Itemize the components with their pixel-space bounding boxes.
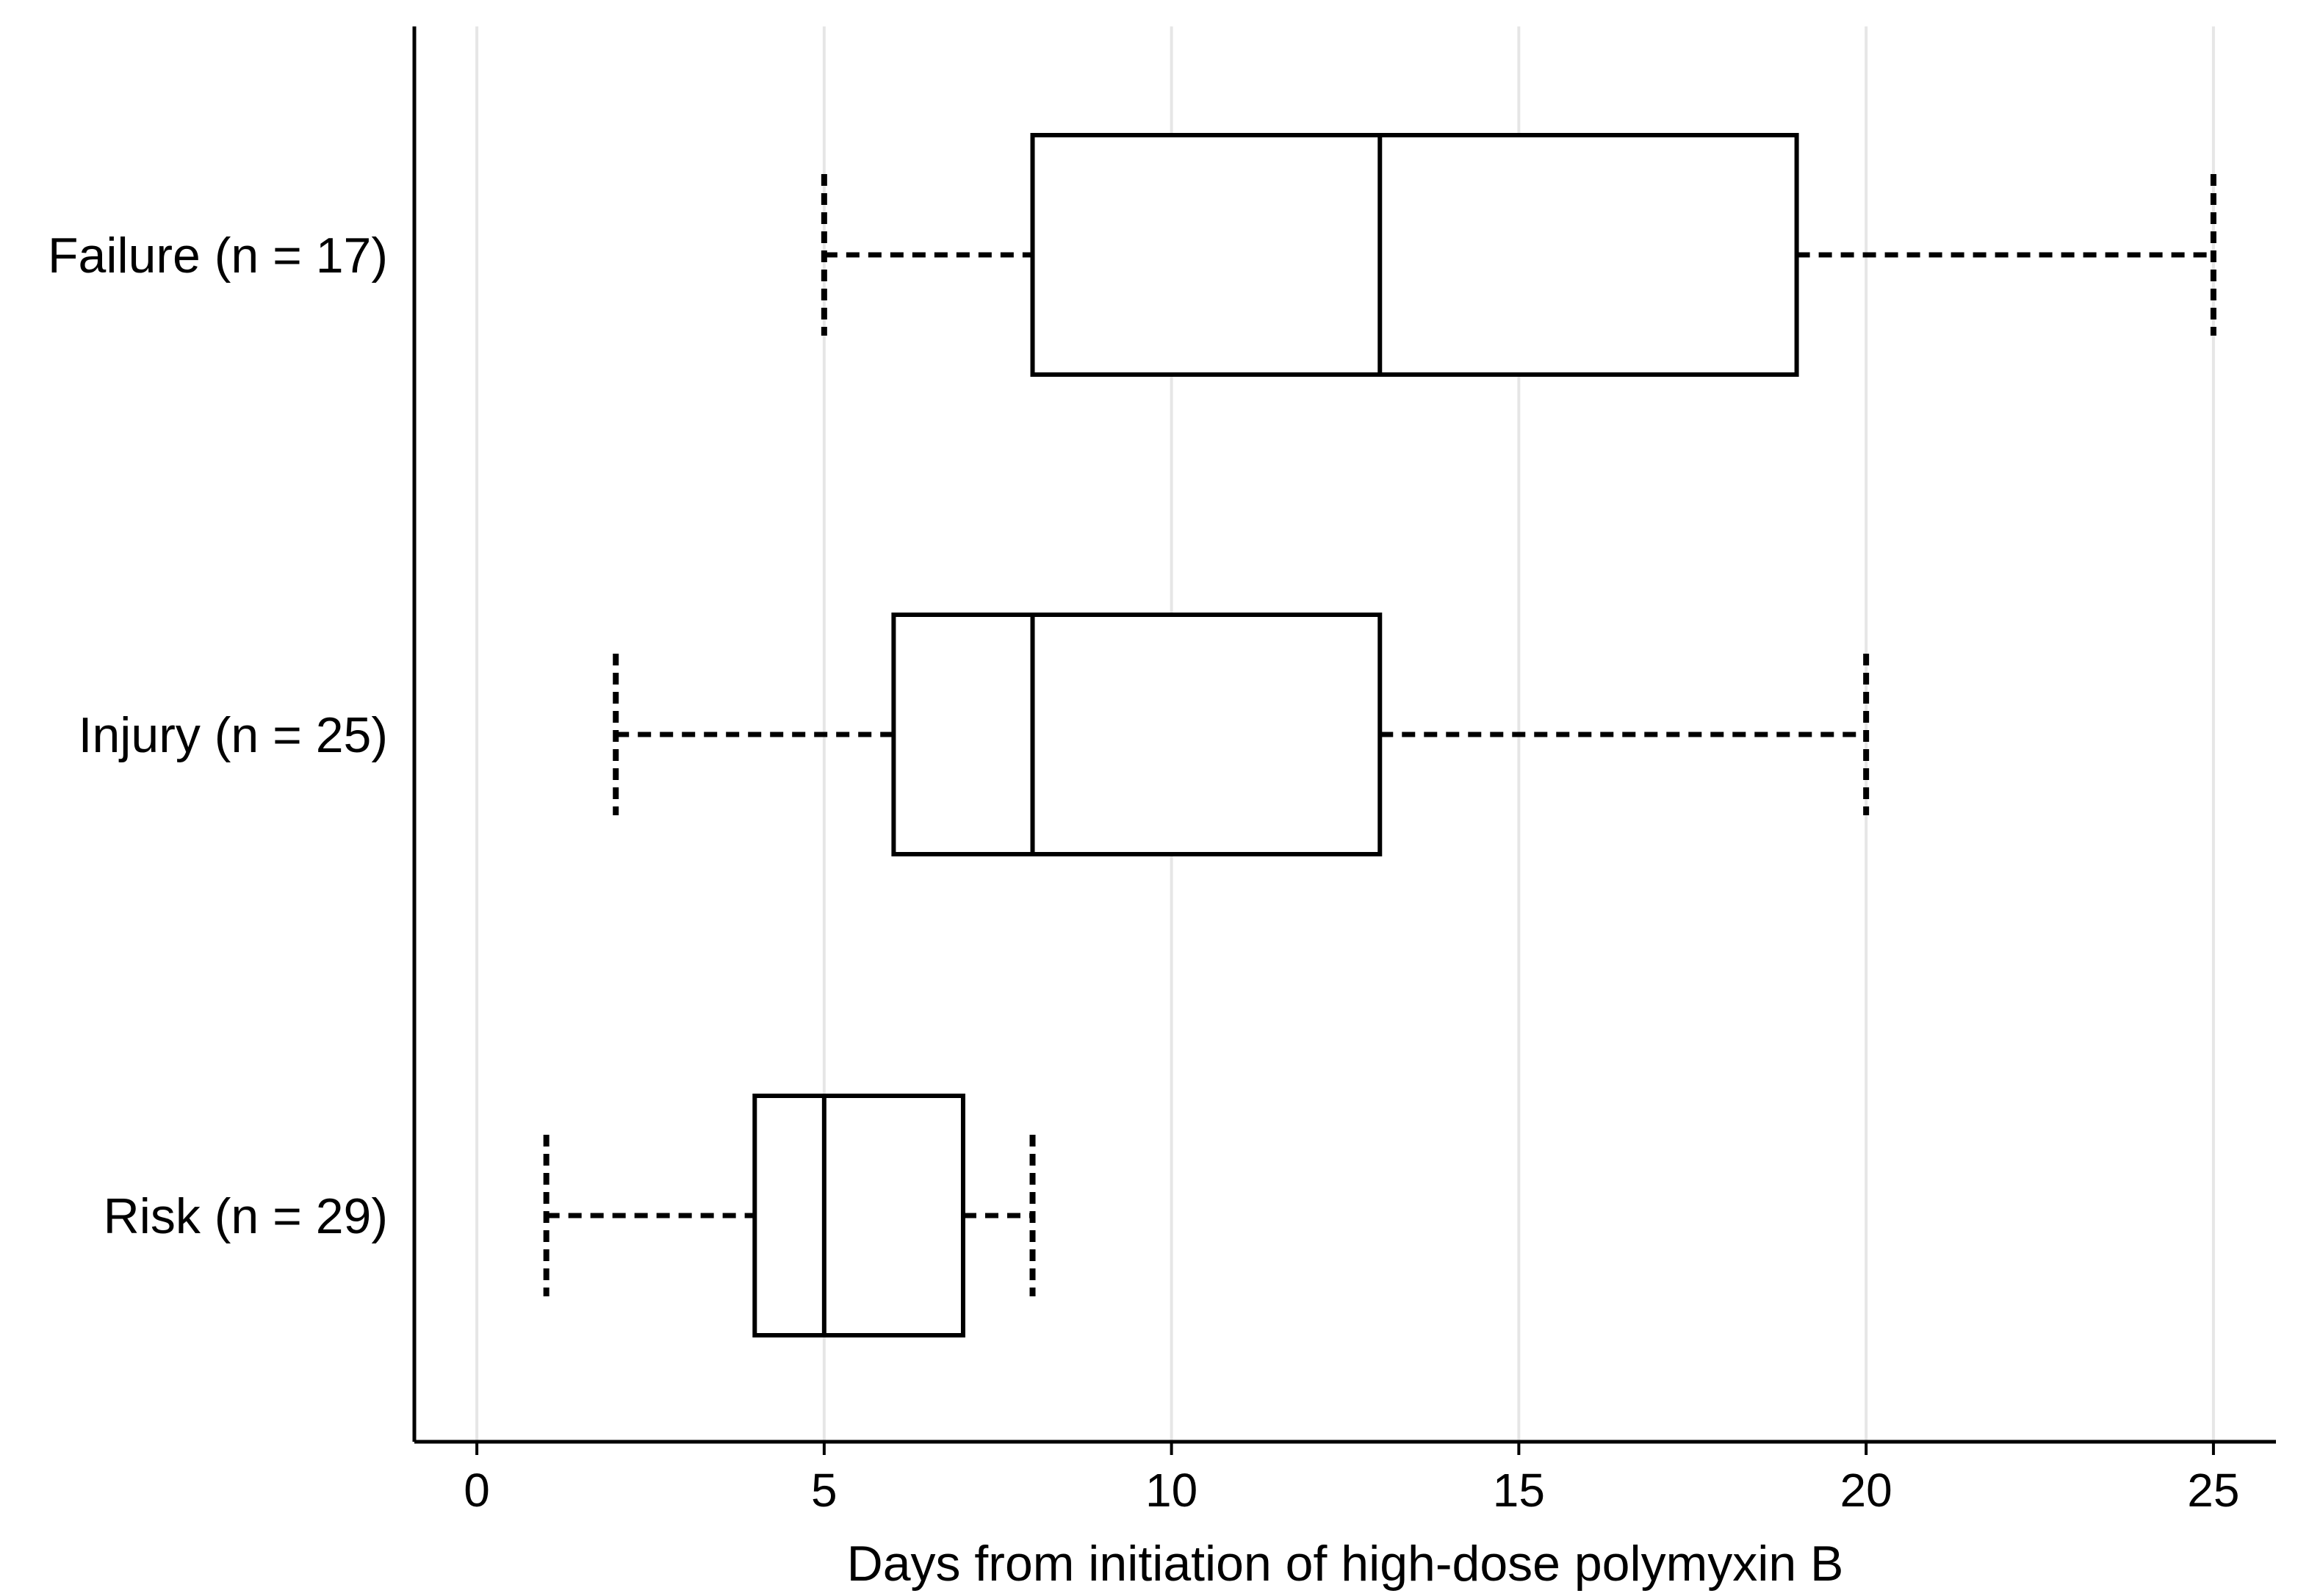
- box-3: [543, 1094, 1036, 1337]
- box-1: [821, 133, 2216, 377]
- x-tick-label-0: 0: [464, 1464, 490, 1517]
- box-2: [613, 613, 1870, 856]
- category-labels: Failure (n = 17) Injury (n = 25) Risk (n =…: [48, 228, 388, 1244]
- iqr-box: [1030, 133, 1799, 377]
- x-tick-label-25: 25: [2187, 1464, 2239, 1517]
- axes: [412, 26, 2276, 1444]
- category-label-3: Risk (n = 29): [104, 1188, 388, 1244]
- x-tick-label-20: 20: [1840, 1464, 1892, 1517]
- x-tick-label-10: 10: [1145, 1464, 1197, 1517]
- boxes: [543, 133, 2216, 1337]
- x-tick-label-15: 15: [1493, 1464, 1545, 1517]
- category-label-1: Failure (n = 17): [48, 228, 388, 284]
- category-label-2: Injury (n = 25): [79, 707, 388, 763]
- iqr-box: [752, 1094, 965, 1337]
- x-axis-title: Days from initiation of high-dose polymy…: [847, 1536, 1844, 1592]
- iqr-box: [891, 613, 1383, 856]
- x-tick-label-5: 5: [811, 1464, 838, 1517]
- x-axis-ticks: 0 5 10 15 20 25: [464, 1442, 2239, 1517]
